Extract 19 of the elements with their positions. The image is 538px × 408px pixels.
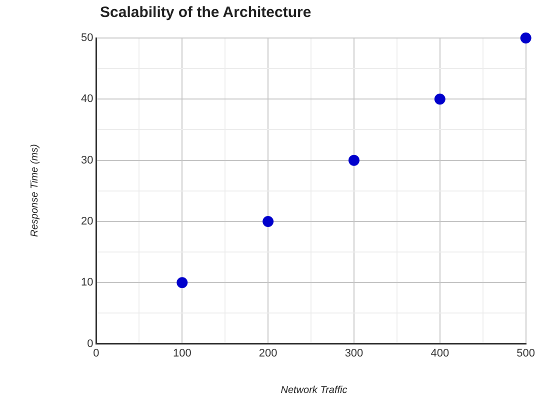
point (520, 32, 532, 44)
point (434, 94, 446, 105)
x-axis-title: Network Traffic (280, 385, 348, 396)
y-tick-label: 0 (87, 338, 94, 350)
y-axis-title: Response Time (ms) (30, 143, 40, 239)
y-tick-label: 10 (80, 276, 94, 289)
x-tick-label: 400 (430, 347, 450, 360)
point (348, 154, 360, 166)
x-tick-label: 500 (516, 347, 536, 360)
y-tick-label: 50 (80, 32, 94, 44)
y-tick-label: 20 (80, 216, 94, 228)
x-tick-label: 100 (172, 347, 192, 360)
point (262, 216, 274, 227)
y-tick-label: 40 (80, 93, 94, 106)
x-tick-label: 200 (258, 347, 278, 360)
chart-title: Scalability of the Architecture (100, 4, 312, 21)
x-tick-label: 300 (344, 347, 364, 360)
point (176, 277, 188, 288)
y-tick-label: 30 (80, 154, 94, 166)
